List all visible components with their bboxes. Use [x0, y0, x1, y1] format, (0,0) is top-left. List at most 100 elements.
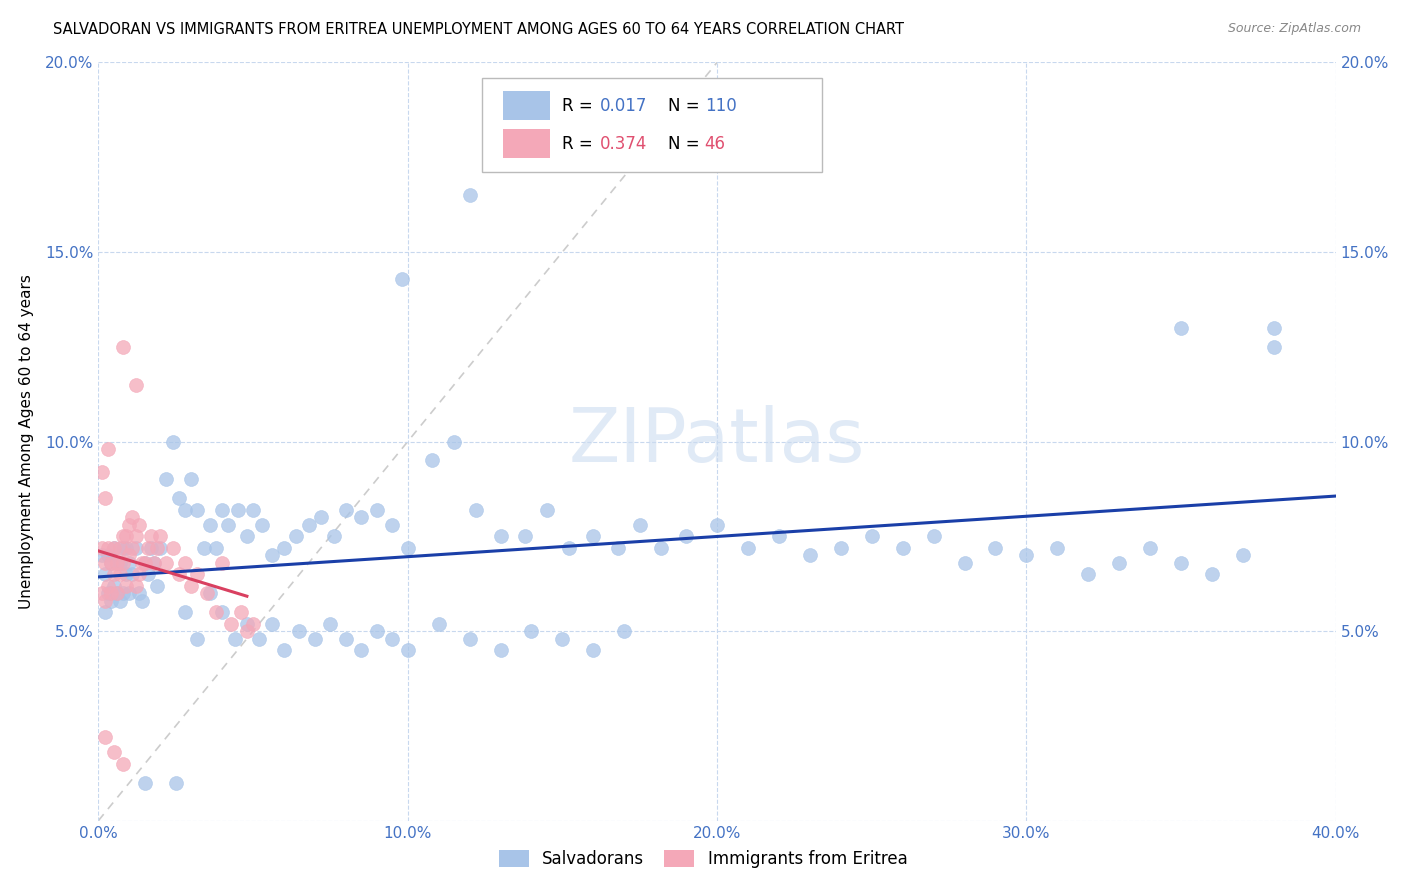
Text: 0.017: 0.017	[599, 96, 647, 115]
Point	[93, 730, 115, 744]
Point	[1046, 541, 1069, 555]
Point	[536, 503, 558, 517]
Point	[1232, 548, 1254, 563]
Point	[211, 605, 233, 619]
Point	[103, 579, 125, 593]
Point	[298, 517, 321, 532]
Point	[309, 510, 332, 524]
Point	[146, 579, 169, 593]
Point	[155, 473, 177, 487]
Point	[381, 517, 404, 532]
Point	[108, 567, 131, 582]
Legend: Salvadorans, Immigrants from Eritrea: Salvadorans, Immigrants from Eritrea	[492, 843, 914, 875]
Point	[891, 541, 914, 555]
Text: R =: R =	[562, 96, 599, 115]
Point	[90, 548, 112, 563]
Point	[198, 517, 221, 532]
Point	[205, 541, 228, 555]
Point	[211, 503, 233, 517]
Point	[118, 548, 141, 563]
Point	[131, 556, 153, 570]
Point	[93, 594, 115, 608]
Point	[224, 632, 246, 646]
Point	[242, 503, 264, 517]
FancyBboxPatch shape	[482, 78, 823, 172]
Point	[335, 632, 357, 646]
Point	[607, 541, 630, 555]
Point	[260, 548, 283, 563]
Point	[112, 340, 135, 354]
Point	[180, 579, 202, 593]
Point	[706, 517, 728, 532]
Point	[489, 643, 512, 657]
Point	[860, 529, 883, 543]
Point	[131, 594, 153, 608]
Point	[260, 616, 283, 631]
Point	[582, 643, 605, 657]
Point	[97, 579, 120, 593]
Point	[97, 548, 120, 563]
Point	[165, 776, 187, 790]
Point	[396, 541, 419, 555]
Point	[613, 624, 636, 639]
Point	[90, 586, 112, 600]
Point	[124, 541, 146, 555]
Point	[100, 586, 122, 600]
Point	[427, 616, 450, 631]
Point	[100, 556, 122, 570]
Point	[180, 473, 202, 487]
Point	[97, 541, 120, 555]
Point	[167, 491, 190, 506]
Text: ZIPatlas: ZIPatlas	[569, 405, 865, 478]
Bar	[503, 91, 550, 120]
Point	[100, 556, 122, 570]
Point	[1077, 567, 1099, 582]
Point	[557, 541, 579, 555]
Point	[149, 529, 172, 543]
Point	[118, 556, 141, 570]
Point	[443, 434, 465, 449]
Point	[350, 510, 373, 524]
Point	[458, 188, 481, 202]
Point	[103, 541, 125, 555]
Point	[211, 556, 233, 570]
Point	[195, 586, 218, 600]
Point	[273, 643, 295, 657]
Point	[464, 503, 486, 517]
Point	[105, 586, 128, 600]
Point	[304, 632, 326, 646]
Point	[124, 377, 146, 392]
Point	[93, 605, 115, 619]
Point	[108, 594, 131, 608]
Text: 0.374: 0.374	[599, 135, 647, 153]
Point	[93, 556, 115, 570]
Point	[134, 556, 156, 570]
Point	[737, 541, 759, 555]
Point	[984, 541, 1007, 555]
Point	[1263, 340, 1285, 354]
Point	[155, 556, 177, 570]
Point	[115, 529, 138, 543]
Point	[221, 616, 243, 631]
Point	[108, 556, 131, 570]
Point	[112, 586, 135, 600]
Point	[139, 541, 162, 555]
Point	[515, 529, 537, 543]
Point	[118, 586, 141, 600]
Point	[93, 491, 115, 506]
Point	[103, 541, 125, 555]
Point	[229, 605, 252, 619]
Point	[128, 517, 150, 532]
Point	[391, 271, 413, 285]
Point	[134, 556, 156, 570]
Point	[162, 541, 184, 555]
Point	[105, 556, 128, 570]
Point	[582, 529, 605, 543]
Point	[136, 541, 159, 555]
Point	[143, 556, 166, 570]
Point	[252, 517, 274, 532]
Point	[242, 616, 264, 631]
Point	[186, 503, 208, 517]
Point	[285, 529, 308, 543]
Text: 110: 110	[704, 96, 737, 115]
